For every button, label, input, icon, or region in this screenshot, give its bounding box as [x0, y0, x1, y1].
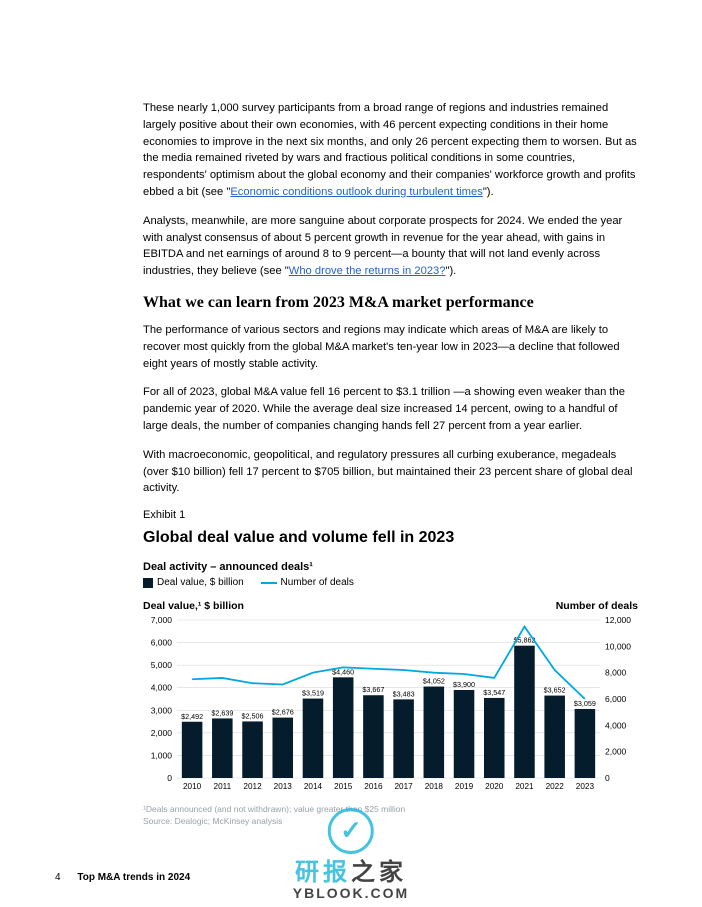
svg-text:$2,676: $2,676	[272, 708, 294, 717]
chart-subtitle: Deal activity – announced deals¹	[143, 561, 638, 573]
paragraph-4: For all of 2023, global M&A value fell 1…	[143, 384, 638, 434]
svg-text:2013: 2013	[274, 782, 293, 791]
legend-line-swatch	[261, 582, 277, 584]
chart-axis-labels: Deal value,¹ $ billion Number of deals	[143, 600, 638, 612]
paragraph-1: These nearly 1,000 survey participants f…	[143, 100, 638, 201]
svg-text:4,000: 4,000	[605, 720, 627, 730]
svg-text:$3,519: $3,519	[302, 689, 324, 698]
para2-text-b: ").	[445, 265, 456, 277]
svg-text:6,000: 6,000	[605, 694, 627, 704]
svg-text:$3,900: $3,900	[453, 680, 475, 689]
paragraph-2: Analysts, meanwhile, are more sanguine a…	[143, 213, 638, 280]
svg-text:2023: 2023	[576, 782, 595, 791]
svg-text:$3,483: $3,483	[393, 690, 415, 699]
svg-text:2014: 2014	[304, 782, 323, 791]
svg-text:2020: 2020	[485, 782, 504, 791]
link-economic-outlook[interactable]: Economic conditions outlook during turbu…	[230, 186, 482, 198]
svg-text:2017: 2017	[394, 782, 413, 791]
axis-right-label: Number of deals	[556, 600, 638, 612]
chart-icon: ✓	[340, 816, 362, 846]
svg-text:4,000: 4,000	[151, 683, 173, 693]
chart-container: Deal value,¹ $ billion Number of deals 0…	[143, 600, 638, 828]
svg-text:2021: 2021	[515, 782, 534, 791]
content-column: These nearly 1,000 survey participants f…	[143, 100, 638, 828]
page-footer: 4 Top M&A trends in 2024	[55, 872, 190, 883]
svg-text:2015: 2015	[334, 782, 353, 791]
page-content: These nearly 1,000 survey participants f…	[0, 0, 702, 828]
svg-text:2018: 2018	[425, 782, 444, 791]
svg-text:$3,652: $3,652	[544, 686, 566, 695]
svg-text:2019: 2019	[455, 782, 474, 791]
legend-bar-swatch	[143, 578, 153, 588]
svg-text:2022: 2022	[546, 782, 565, 791]
svg-text:$4,052: $4,052	[423, 677, 445, 686]
doc-title: Top M&A trends in 2024	[77, 872, 190, 883]
svg-text:2,000: 2,000	[605, 747, 627, 757]
section-heading: What we can learn from 2023 M&A market p…	[143, 294, 638, 312]
chart-title: Global deal value and volume fell in 202…	[143, 529, 638, 547]
link-returns-2023[interactable]: Who drove the returns in 2023?	[289, 265, 446, 277]
svg-text:$2,506: $2,506	[242, 712, 264, 721]
axis-left-label: Deal value,¹ $ billion	[143, 600, 244, 612]
exhibit-label: Exhibit 1	[143, 509, 638, 521]
svg-text:1,000: 1,000	[151, 751, 173, 761]
page-number: 4	[55, 872, 61, 883]
svg-text:3,000: 3,000	[151, 705, 173, 715]
legend-bar-label: Deal value, $ billion	[157, 577, 244, 588]
watermark-url: YBLOOK.COM	[293, 885, 409, 901]
svg-text:$2,492: $2,492	[181, 712, 203, 721]
svg-text:7,000: 7,000	[151, 616, 173, 625]
svg-text:8,000: 8,000	[605, 668, 627, 678]
svg-text:$2,639: $2,639	[211, 709, 233, 718]
chart-svg: 0 1,000 2,000 3,000 4,000 5,000 6,000 7,000 0 2,0…	[143, 616, 638, 796]
legend-line-label: Number of deals	[281, 577, 354, 588]
svg-text:2,000: 2,000	[151, 728, 173, 738]
watermark-cn: 研报之家	[295, 852, 407, 887]
svg-text:10,000: 10,000	[605, 641, 631, 651]
svg-text:5,000: 5,000	[151, 660, 173, 670]
para1-text-a: These nearly 1,000 survey participants f…	[143, 102, 637, 198]
chart-plot-area: 0 1,000 2,000 3,000 4,000 5,000 6,000 7,000 0 2,0…	[143, 616, 638, 796]
paragraph-3: The performance of various sectors and r…	[143, 322, 638, 372]
svg-text:0: 0	[605, 773, 610, 783]
paragraph-5: With macroeconomic, geopolitical, and re…	[143, 447, 638, 497]
chart-legend: Deal value, $ billion Number of deals	[143, 577, 638, 588]
watermark-icon: ✓	[328, 808, 374, 854]
svg-text:0: 0	[167, 773, 172, 783]
svg-text:$3,547: $3,547	[483, 688, 505, 697]
svg-text:2012: 2012	[243, 782, 262, 791]
svg-text:6,000: 6,000	[151, 638, 173, 648]
para1-text-b: ").	[483, 186, 494, 198]
svg-text:2011: 2011	[214, 782, 232, 791]
svg-text:2010: 2010	[183, 782, 202, 791]
svg-text:12,000: 12,000	[605, 616, 631, 625]
svg-text:$3,667: $3,667	[362, 685, 384, 694]
watermark: ✓ 研报之家 YBLOOK.COM	[293, 808, 409, 901]
svg-text:$3,059: $3,059	[574, 699, 596, 708]
svg-text:2016: 2016	[364, 782, 383, 791]
